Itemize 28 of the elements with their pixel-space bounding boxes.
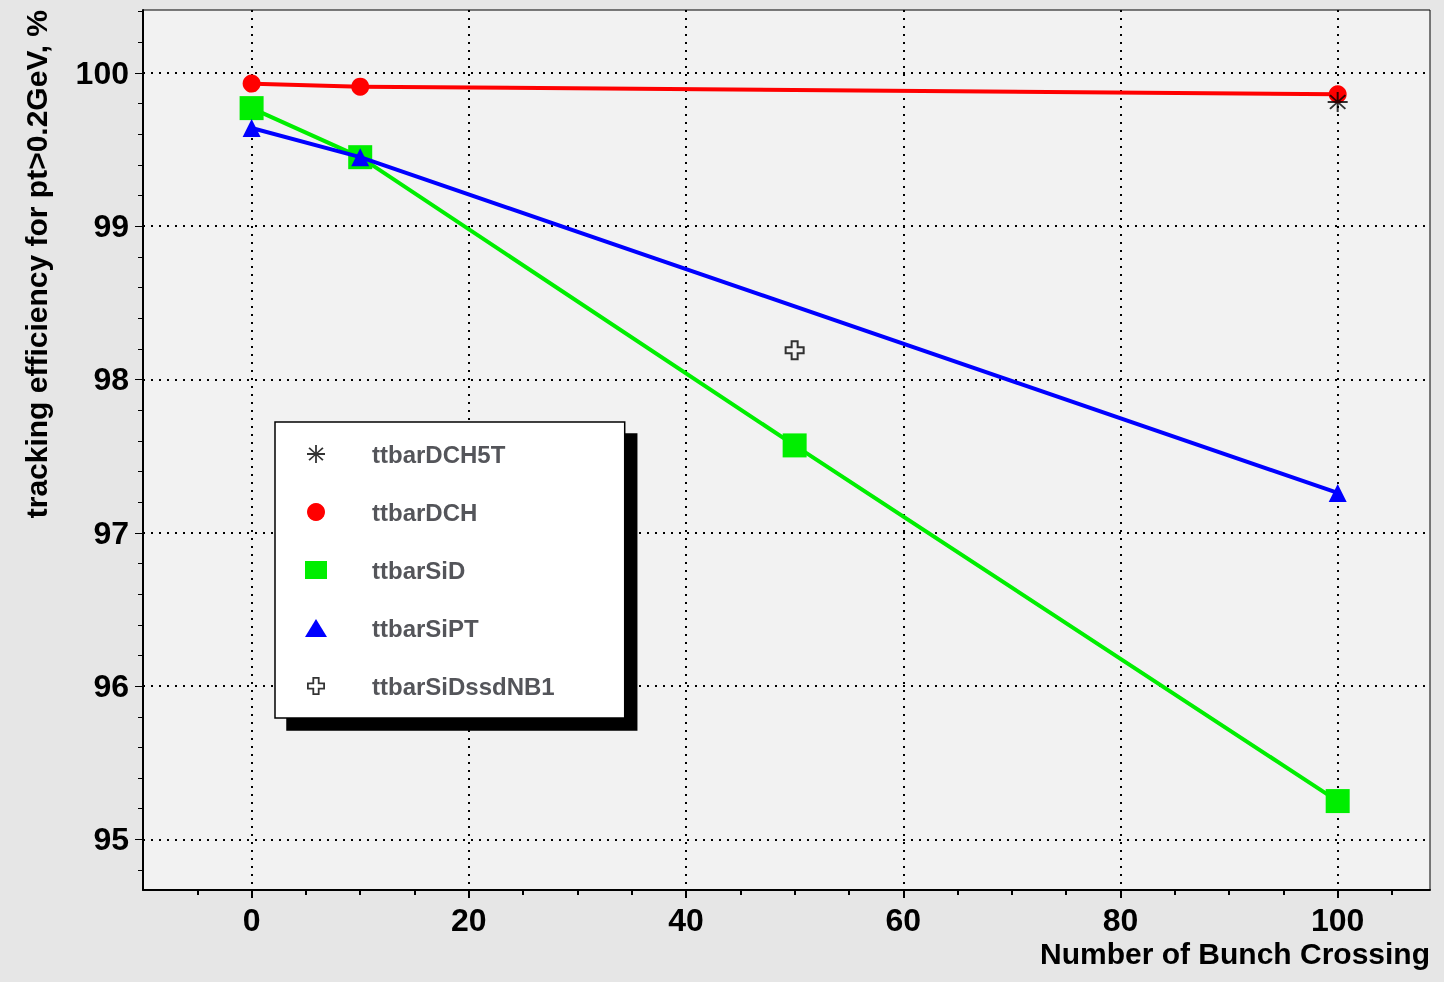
x-tick-label: 0 xyxy=(242,902,261,938)
legend-label: ttbarDCH xyxy=(372,498,478,526)
x-tick-label: 60 xyxy=(885,902,922,938)
y-tick-label: 95 xyxy=(93,821,129,858)
legend-label: ttbarSiPT xyxy=(372,614,480,642)
x-tick-label: 80 xyxy=(1102,902,1139,938)
point xyxy=(1328,483,1347,502)
point xyxy=(1327,91,1348,112)
point xyxy=(242,74,261,93)
y-tick-label: 100 xyxy=(75,54,129,91)
legend-label: ttbarDCH5T xyxy=(372,440,506,468)
legend-label: ttbarSiDssdNB1 xyxy=(372,672,555,700)
point xyxy=(1325,789,1350,814)
point xyxy=(239,96,264,121)
y-tick-label: 96 xyxy=(93,668,129,705)
legend-label: ttbarSiD xyxy=(372,556,466,584)
point xyxy=(782,433,807,458)
y-tick-label: 99 xyxy=(93,208,129,245)
x-tick-label: 100 xyxy=(1310,902,1365,938)
point xyxy=(242,119,261,138)
x-tick-label: 40 xyxy=(668,902,704,938)
x-axis-title: Number of Bunch Crossing xyxy=(1039,936,1430,970)
y-tick-label: 97 xyxy=(93,514,129,551)
point xyxy=(784,340,805,361)
y-tick-label: 98 xyxy=(93,361,129,398)
y-axis-title: tracking efficiency for pt>0.2GeV, % xyxy=(19,10,53,519)
x-tick-label: 20 xyxy=(451,902,487,938)
point xyxy=(351,77,370,96)
